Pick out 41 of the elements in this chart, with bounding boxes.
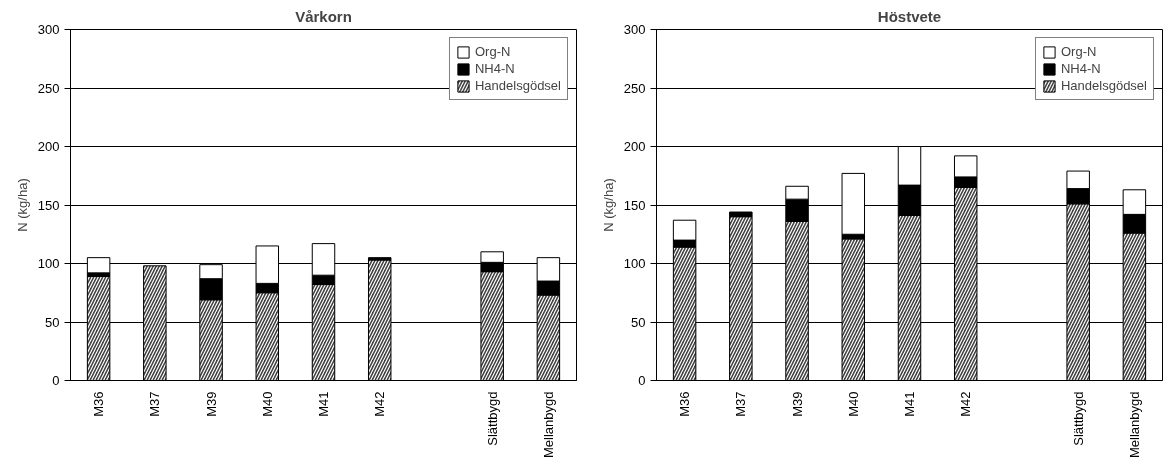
- y-axis-title: N (kg/ha): [14, 178, 30, 232]
- y-tick-label: 300: [623, 22, 646, 37]
- legend-label: Handelsgödsel: [474, 78, 561, 93]
- x-tick-label: M40: [259, 391, 275, 417]
- x-tick-label: Slättbygd: [1070, 391, 1086, 446]
- x-tick-label: M41: [316, 391, 331, 417]
- y-tick-label: 200: [623, 139, 646, 154]
- y-tick-label: 300: [37, 22, 60, 37]
- x-tick-label: M36: [91, 391, 107, 417]
- chart-title: Vårkorn: [295, 7, 352, 25]
- x-tick-label: Mellanbygd: [1126, 391, 1142, 458]
- y-tick-label: 150: [623, 197, 646, 213]
- legend-label: NH4-N: [474, 61, 515, 76]
- x-tick-label: M41: [902, 391, 917, 417]
- y-tick-label: 50: [631, 314, 646, 330]
- y-tick-label: 150: [37, 197, 60, 213]
- y-tick-label: 0: [52, 373, 60, 388]
- y-tick-label: 250: [37, 80, 60, 96]
- x-tick-label: M42: [958, 391, 974, 417]
- legend-label: NH4-N: [1060, 61, 1101, 76]
- x-tick-label: M37: [147, 391, 163, 417]
- legend-label: Handelsgödsel: [1060, 78, 1147, 93]
- x-tick-label: Mellanbygd: [540, 391, 556, 458]
- x-tick-label: M42: [372, 391, 388, 417]
- y-tick-label: 100: [623, 256, 646, 271]
- y-tick-label: 100: [37, 256, 60, 271]
- x-tick-label: M40: [845, 391, 861, 417]
- y-axis-title: N (kg/ha): [600, 178, 616, 232]
- x-tick-label: M37: [733, 391, 749, 417]
- y-tick-label: 50: [45, 314, 60, 330]
- legend-label: Org-N: [474, 44, 511, 59]
- x-tick-label: M36: [677, 391, 693, 417]
- x-tick-label: M39: [789, 391, 805, 417]
- chart-title: Höstvete: [877, 7, 942, 25]
- y-tick-label: 250: [623, 80, 646, 96]
- bar: [86, 257, 111, 274]
- x-tick-label: M39: [203, 391, 219, 417]
- x-tick-label: Slättbygd: [484, 391, 500, 446]
- legend-label: Org-N: [1060, 44, 1097, 59]
- y-tick-label: 0: [638, 373, 646, 388]
- y-tick-label: 200: [37, 139, 60, 154]
